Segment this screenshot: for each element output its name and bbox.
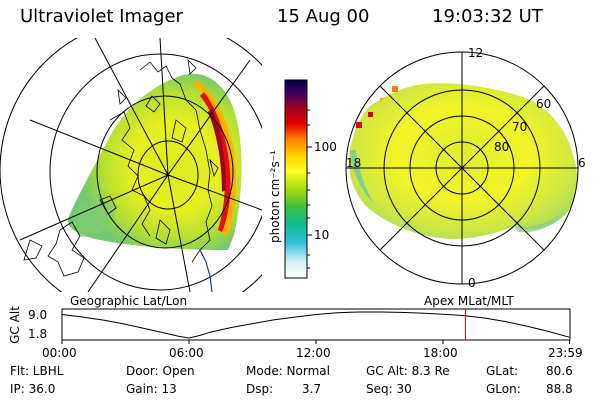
time-tick-1200: 12:00: [296, 346, 331, 360]
dsp-info-value: 3.7: [302, 382, 322, 396]
time-tick-0000: 00:00: [42, 346, 77, 360]
dsp-info-label: Dsp:: [246, 382, 274, 396]
glon-info-label: GLon:: [486, 382, 521, 396]
colorbar-unit-label: photon cm⁻²s⁻¹: [268, 150, 282, 243]
gc-alt-series-line: [61, 311, 570, 339]
instrument-title: Ultraviolet Imager: [20, 6, 183, 27]
aurora-image-mag: [348, 83, 578, 239]
colorbar: [284, 79, 312, 279]
mlat-label-70: 70: [512, 120, 528, 134]
glon-info-value: 88.8: [546, 382, 573, 396]
mlt-label-6: 6: [578, 156, 586, 170]
date-label: 15 Aug 00: [277, 6, 370, 27]
geographic-map: [0, 38, 262, 292]
mode-info: Mode: Normal: [246, 364, 330, 378]
gc-alt-plot: [61, 308, 571, 344]
glat-info-value: 80.6: [546, 364, 573, 378]
geographic-caption: Geographic Lat/Lon: [70, 294, 188, 308]
magnetic-polar-map: [345, 51, 579, 285]
time-tick-0600: 06:00: [169, 346, 204, 360]
ip-info: IP: 36.0: [10, 382, 56, 396]
mlt-label-12: 12: [468, 46, 484, 60]
time-label: 19:03:32 UT: [432, 6, 543, 27]
gc-alt-axis-label: GC Alt: [7, 306, 22, 344]
time-tick-2359: 23:59: [548, 346, 583, 360]
filter-info: Flt: LBHL: [10, 364, 64, 378]
glat-info-label: GLat:: [486, 364, 519, 378]
door-info: Door: Open: [126, 364, 195, 378]
colorbar-tick-10: 10: [314, 228, 330, 242]
mlat-label-60: 60: [536, 97, 552, 111]
gc-alt-ytick-min: 1.8: [28, 327, 48, 341]
magnetic-caption: Apex MLat/MLT: [424, 294, 514, 308]
mlt-label-0: 0: [468, 276, 476, 290]
mlat-label-80: 80: [494, 140, 510, 154]
time-tick-1800: 18:00: [423, 346, 458, 360]
gc-alt-ytick-max: 9.0: [28, 308, 48, 322]
mlt-label-18: 18: [346, 156, 362, 170]
seq-info: Seq: 30: [366, 382, 412, 396]
gain-info: Gain: 13: [126, 382, 177, 396]
gc-alt-info: GC Alt: 8.3 Re: [366, 364, 450, 378]
colorbar-tick-100: 100: [314, 140, 337, 154]
